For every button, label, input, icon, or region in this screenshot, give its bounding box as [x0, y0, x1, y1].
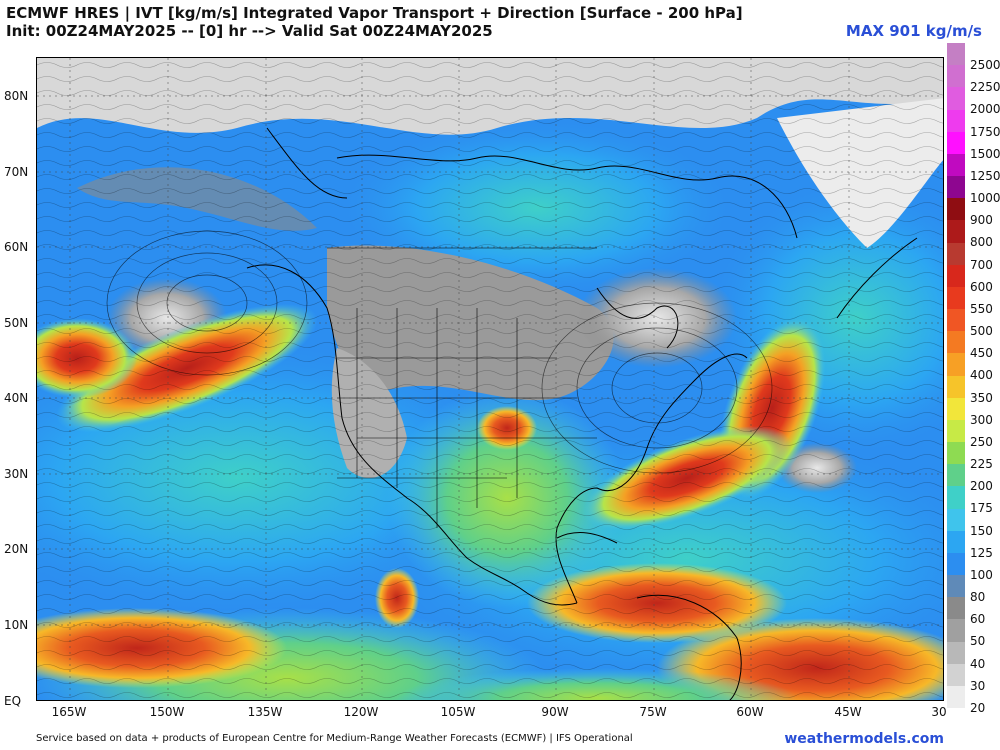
colorbar-segment: [947, 198, 965, 221]
colorbar-label: 250: [970, 434, 993, 449]
colorbar-label: 500: [970, 324, 993, 339]
colorbar-label: 2500: [970, 58, 1000, 73]
colorbar-segment: [947, 286, 965, 310]
colorbar-segment: [947, 663, 965, 687]
colorbar-segment: [947, 552, 965, 576]
colorbar-label: 150: [970, 523, 993, 538]
data-credit: Service based on data + products of Euro…: [36, 733, 633, 744]
colorbar-label: 900: [970, 213, 993, 228]
lon-label-165w: 165W: [51, 705, 87, 719]
colorbar-label: 350: [970, 390, 993, 405]
lon-label-75w: 75W: [639, 705, 667, 719]
lat-label-80n: 80N: [4, 89, 29, 103]
colorbar-segment: [947, 486, 965, 509]
colorbar-label: 80: [970, 590, 986, 605]
colorbar-segment: [947, 87, 965, 110]
colorbar-segment: [947, 43, 965, 66]
chart-subtitle: Init: 00Z24MAY2025 -- [0] hr --> Valid S…: [6, 22, 493, 40]
colorbar-label: 100: [970, 567, 993, 582]
colorbar-label: 800: [970, 235, 993, 250]
lat-label-60n: 60N: [4, 240, 29, 254]
lat-label-70n: 70N: [4, 165, 29, 179]
colorbar-segment: [947, 619, 965, 642]
colorbar-segment: [947, 309, 965, 332]
lon-label-45w: 45W: [834, 705, 862, 719]
colorbar-label: 125: [970, 545, 993, 560]
colorbar-label: 1500: [970, 146, 1000, 161]
colorbar-segment: [947, 331, 965, 354]
lat-label-20n: 20N: [4, 542, 29, 556]
colorbar-segment: [947, 575, 965, 598]
colorbar-label: 1750: [970, 124, 1000, 139]
site-link[interactable]: weathermodels.com: [784, 731, 944, 747]
map-canvas: [37, 58, 943, 700]
lon-label-135w: 135W: [247, 705, 283, 719]
lat-label-40n: 40N: [4, 391, 29, 405]
colorbar-segment: [947, 264, 965, 288]
ivt-map: [36, 57, 944, 701]
chart-title: ECMWF HRES | IVT [kg/m/s] Integrated Vap…: [6, 4, 743, 22]
lat-label-50n: 50N: [4, 316, 29, 330]
lon-label-60w: 60W: [736, 705, 764, 719]
colorbar-segment: [947, 442, 965, 465]
lon-label-30: 30: [931, 705, 947, 719]
colorbar-segment: [947, 153, 965, 177]
colorbar-label: 60: [970, 612, 986, 627]
lon-label-150w: 150W: [149, 705, 185, 719]
colorbar-label: 400: [970, 368, 993, 383]
ivt-streamlines: [37, 58, 943, 700]
colorbar-segment: [947, 131, 965, 155]
colorbar-segment: [947, 685, 965, 709]
lat-label-30n: 30N: [4, 467, 29, 481]
colorbar-label: 2250: [970, 80, 1000, 95]
colorbar-segment: [947, 419, 965, 443]
colorbar-segment: [947, 397, 965, 421]
colorbar-label: 1250: [970, 168, 1000, 183]
colorbar-label: 40: [970, 656, 986, 671]
colorbar-label: 30: [970, 678, 986, 693]
cyclone-swirls: [106, 230, 773, 474]
colorbar-segment: [947, 65, 965, 88]
colorbar-segment: [947, 530, 965, 554]
colorbar-segment: [947, 176, 965, 199]
colorbar-label: 50: [970, 634, 986, 649]
lon-label-90w: 90W: [541, 705, 569, 719]
lon-label-120w: 120W: [343, 705, 379, 719]
colorbar-label: 550: [970, 301, 993, 316]
max-value-label: MAX 901 kg/m/s: [845, 22, 982, 40]
lat-lon-grid: [37, 58, 943, 700]
lon-label-105w: 105W: [440, 705, 476, 719]
colorbar-label: 225: [970, 457, 993, 472]
colorbar-segment: [947, 464, 965, 487]
colorbar-label: 175: [970, 501, 993, 516]
colorbar-label: 200: [970, 479, 993, 494]
colorbar-label: 2000: [970, 102, 1000, 117]
colorbar-label: 700: [970, 257, 993, 272]
lat-label-eq: EQ: [4, 694, 22, 708]
lat-label-10n: 10N: [4, 618, 29, 632]
colorbar-segment: [947, 353, 965, 376]
colorbar-segment: [947, 597, 965, 620]
colorbar-segment: [947, 375, 965, 399]
ivt-colorbar: [947, 43, 965, 709]
colorbar-segment: [947, 641, 965, 665]
colorbar-segment: [947, 109, 965, 133]
colorbar-label: 1000: [970, 191, 1000, 206]
colorbar-label: 20: [970, 700, 986, 715]
colorbar-segment: [947, 220, 965, 243]
colorbar-label: 450: [970, 346, 993, 361]
colorbar-segment: [947, 508, 965, 532]
colorbar-segment: [947, 242, 965, 266]
colorbar-label: 300: [970, 412, 993, 427]
colorbar-label: 600: [970, 279, 993, 294]
